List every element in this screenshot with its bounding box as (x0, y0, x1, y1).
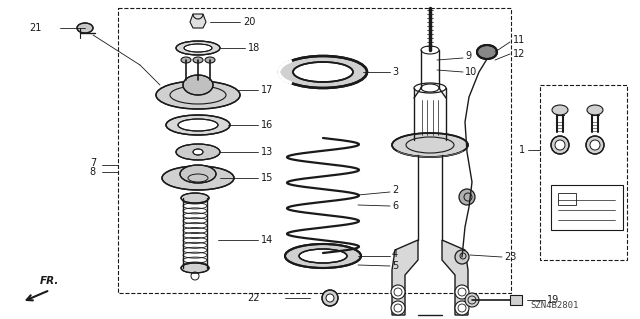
Text: 8: 8 (90, 167, 96, 177)
Bar (118, 8, 511, 293)
Circle shape (391, 285, 405, 299)
Text: 3: 3 (392, 67, 398, 77)
Circle shape (455, 301, 469, 315)
Text: 21: 21 (29, 23, 42, 33)
Circle shape (459, 189, 475, 205)
Circle shape (551, 136, 569, 154)
Text: 18: 18 (248, 43, 260, 53)
Ellipse shape (181, 57, 191, 63)
Ellipse shape (181, 263, 209, 273)
Circle shape (455, 250, 469, 264)
Bar (540, 85, 627, 260)
Text: 20: 20 (243, 17, 255, 27)
Text: 10: 10 (465, 67, 477, 77)
Ellipse shape (162, 166, 234, 190)
Circle shape (391, 301, 405, 315)
Ellipse shape (552, 105, 568, 115)
Ellipse shape (205, 57, 215, 63)
Ellipse shape (279, 56, 367, 88)
Ellipse shape (176, 144, 220, 160)
Ellipse shape (392, 133, 468, 157)
Text: 14: 14 (261, 235, 273, 245)
Text: 22: 22 (248, 293, 260, 303)
Text: 6: 6 (392, 201, 398, 211)
Text: 19: 19 (547, 295, 559, 305)
Polygon shape (190, 14, 206, 28)
Ellipse shape (285, 244, 361, 268)
Text: 11: 11 (513, 35, 525, 45)
Circle shape (455, 285, 469, 299)
Text: SZN4B2801: SZN4B2801 (530, 300, 579, 309)
Text: 5: 5 (392, 261, 398, 271)
Ellipse shape (183, 75, 213, 95)
Circle shape (590, 140, 600, 150)
Ellipse shape (587, 105, 603, 115)
Text: 16: 16 (261, 120, 273, 130)
Text: 17: 17 (261, 85, 273, 95)
Ellipse shape (181, 193, 209, 203)
Ellipse shape (180, 165, 216, 183)
Bar (510, 295, 522, 305)
Ellipse shape (184, 44, 212, 52)
Circle shape (326, 294, 334, 302)
Circle shape (465, 293, 479, 307)
Text: 2: 2 (392, 185, 398, 195)
Text: FR.: FR. (40, 276, 60, 286)
Polygon shape (392, 240, 418, 315)
Text: 7: 7 (90, 158, 96, 168)
Ellipse shape (166, 115, 230, 135)
Ellipse shape (156, 81, 240, 109)
Text: 15: 15 (261, 173, 273, 183)
Text: 9: 9 (465, 51, 471, 61)
Text: 1: 1 (519, 145, 525, 155)
Text: 4: 4 (392, 249, 398, 259)
Ellipse shape (77, 23, 93, 33)
Circle shape (322, 290, 338, 306)
Ellipse shape (193, 57, 203, 63)
Circle shape (555, 140, 565, 150)
Text: 13: 13 (261, 147, 273, 157)
Ellipse shape (299, 249, 347, 263)
Ellipse shape (176, 41, 220, 55)
Polygon shape (442, 240, 468, 315)
Text: 12: 12 (513, 49, 525, 59)
Ellipse shape (178, 119, 218, 131)
Bar (551, 185, 623, 230)
Ellipse shape (293, 62, 353, 82)
Circle shape (586, 136, 604, 154)
Ellipse shape (193, 149, 203, 155)
Ellipse shape (477, 45, 497, 59)
Bar (558, 193, 576, 205)
Text: 23: 23 (504, 252, 516, 262)
